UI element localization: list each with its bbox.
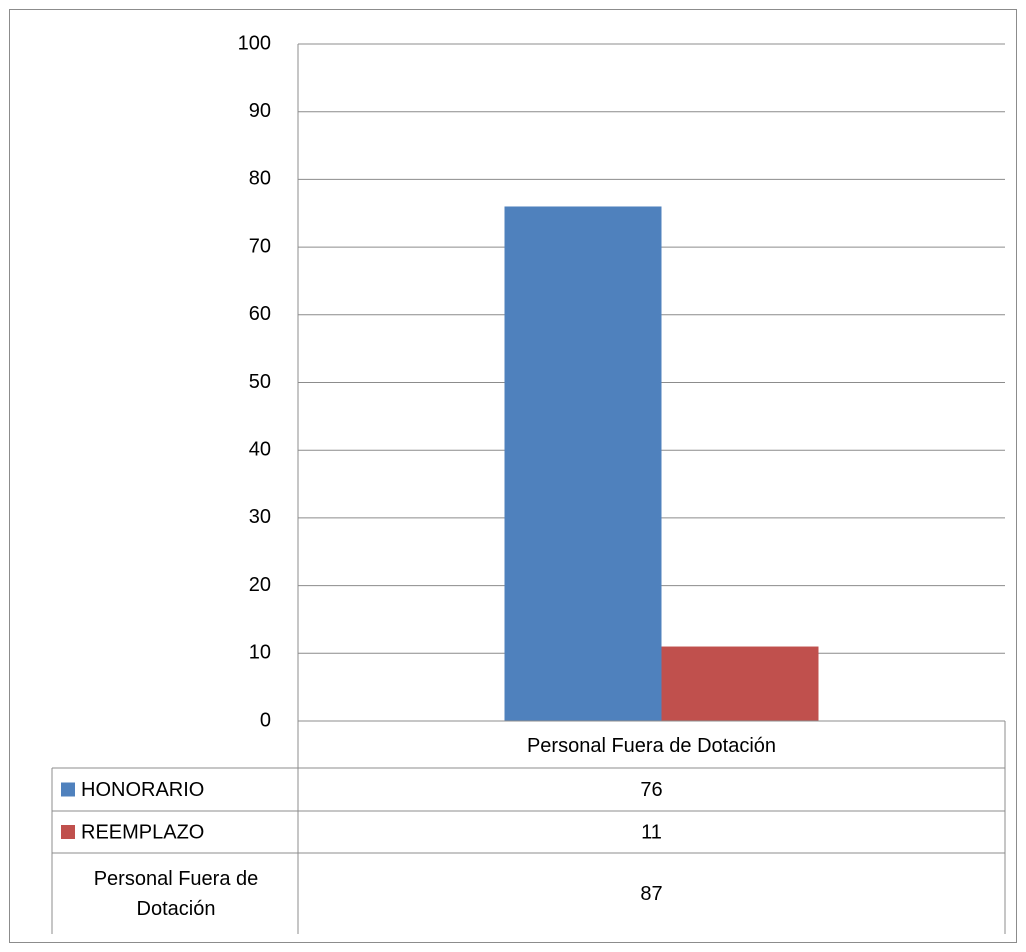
y-tick-label-90: 90 [249, 100, 271, 122]
row-label-honorario: HONORARIO [81, 779, 204, 801]
row-label-total-line1: Personal Fuera de [94, 868, 259, 890]
bar-honorario [504, 206, 662, 722]
y-tick-label-100: 100 [238, 32, 271, 54]
y-tick-label-10: 10 [249, 642, 271, 664]
y-tick-label-50: 50 [249, 371, 271, 393]
row-label-total-line2: Dotación [137, 898, 216, 920]
data-table: Personal Fuera de Dotación HONORARIO 76 … [51, 720, 1006, 934]
row-value-total: 87 [640, 883, 662, 905]
row-value-reemplazo: 11 [641, 821, 662, 843]
row-value-honorario: 76 [640, 779, 662, 801]
chart-frame [9, 9, 1017, 943]
bar-reemplazo [661, 646, 819, 721]
y-tick-label-30: 30 [249, 506, 271, 528]
y-tick-label-80: 80 [249, 168, 271, 190]
data-table-header: Personal Fuera de Dotación [527, 735, 776, 757]
y-axis-tick-labels: 0 10 20 30 40 50 60 70 80 90 100 [238, 32, 271, 731]
y-tick-label-40: 40 [249, 438, 271, 460]
bars [504, 206, 819, 722]
y-tick-label-20: 20 [249, 574, 271, 596]
y-tick-label-0: 0 [260, 709, 271, 731]
y-tick-label-70: 70 [249, 235, 271, 257]
legend-key-honorario [61, 782, 75, 797]
y-tick-label-60: 60 [249, 303, 271, 325]
legend-key-reemplazo [61, 825, 75, 839]
row-label-reemplazo: REEMPLAZO [81, 821, 204, 843]
